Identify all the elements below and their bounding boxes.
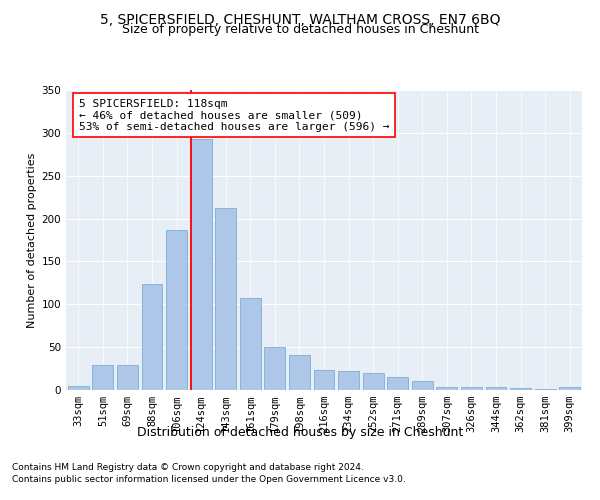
Bar	[166, 230, 187, 390]
Bar	[191, 139, 212, 390]
Text: Contains HM Land Registry data © Crown copyright and database right 2024.: Contains HM Land Registry data © Crown c…	[12, 464, 364, 472]
Bar	[117, 365, 138, 390]
Bar	[240, 298, 261, 390]
Bar	[215, 208, 236, 390]
Bar	[535, 389, 556, 390]
Bar	[362, 373, 383, 390]
Y-axis label: Number of detached properties: Number of detached properties	[27, 152, 37, 328]
Text: 5, SPICERSFIELD, CHESHUNT, WALTHAM CROSS, EN7 6BQ: 5, SPICERSFIELD, CHESHUNT, WALTHAM CROSS…	[100, 12, 500, 26]
Bar	[142, 284, 163, 390]
Text: Contains public sector information licensed under the Open Government Licence v3: Contains public sector information licen…	[12, 475, 406, 484]
Bar	[412, 380, 433, 390]
Bar	[461, 386, 482, 390]
Text: Size of property relative to detached houses in Cheshunt: Size of property relative to detached ho…	[121, 23, 479, 36]
Bar	[338, 371, 359, 390]
Bar	[485, 386, 506, 390]
Bar	[68, 386, 89, 390]
Bar	[265, 347, 286, 390]
Bar	[289, 355, 310, 390]
Bar	[510, 388, 531, 390]
Text: Distribution of detached houses by size in Cheshunt: Distribution of detached houses by size …	[137, 426, 463, 439]
Bar	[314, 370, 334, 390]
Bar	[559, 386, 580, 390]
Bar	[387, 377, 408, 390]
Bar	[436, 386, 457, 390]
Bar	[92, 365, 113, 390]
Text: 5 SPICERSFIELD: 118sqm
← 46% of detached houses are smaller (509)
53% of semi-de: 5 SPICERSFIELD: 118sqm ← 46% of detached…	[79, 98, 389, 132]
